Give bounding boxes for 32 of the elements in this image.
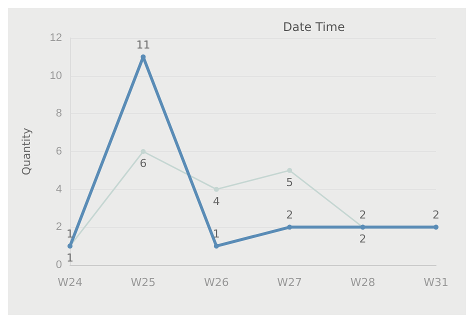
y-axis-title: Quantity	[20, 127, 33, 176]
point	[287, 224, 292, 230]
data-label: 6	[140, 157, 147, 170]
point	[140, 149, 146, 154]
x-tick-label: W26	[204, 276, 229, 289]
y-tick-label: 8	[56, 108, 62, 120]
y-tick-label: 6	[56, 146, 62, 158]
y-tick-label: 10	[50, 70, 62, 82]
x-tick-label: W28	[350, 276, 376, 289]
x-tick-label: W27	[277, 276, 302, 289]
x-tick-label: W25	[130, 276, 156, 289]
data-label: 4	[212, 194, 220, 208]
data-label: 2	[359, 208, 366, 222]
y-tick-label: 0	[56, 259, 62, 271]
data-label: 5	[286, 176, 294, 189]
y-tick-label: 12	[50, 32, 62, 44]
data-label: 1	[212, 228, 220, 241]
point	[214, 244, 219, 249]
data-label: 2	[286, 208, 294, 222]
y-tick-label: 4	[56, 183, 62, 196]
point	[287, 168, 292, 173]
data-label: 2	[432, 208, 440, 222]
x-axis-title: Date Time	[283, 20, 345, 34]
data-label: 2	[359, 232, 366, 246]
data-label: 1	[66, 252, 74, 265]
y-tick-label: 2	[56, 221, 62, 234]
x-tick-label: W31	[424, 276, 448, 289]
x-tick-label: W24	[58, 276, 82, 289]
point	[434, 224, 438, 230]
data-label: 1	[66, 228, 74, 241]
data-label: 11	[136, 38, 150, 52]
point	[214, 186, 219, 192]
